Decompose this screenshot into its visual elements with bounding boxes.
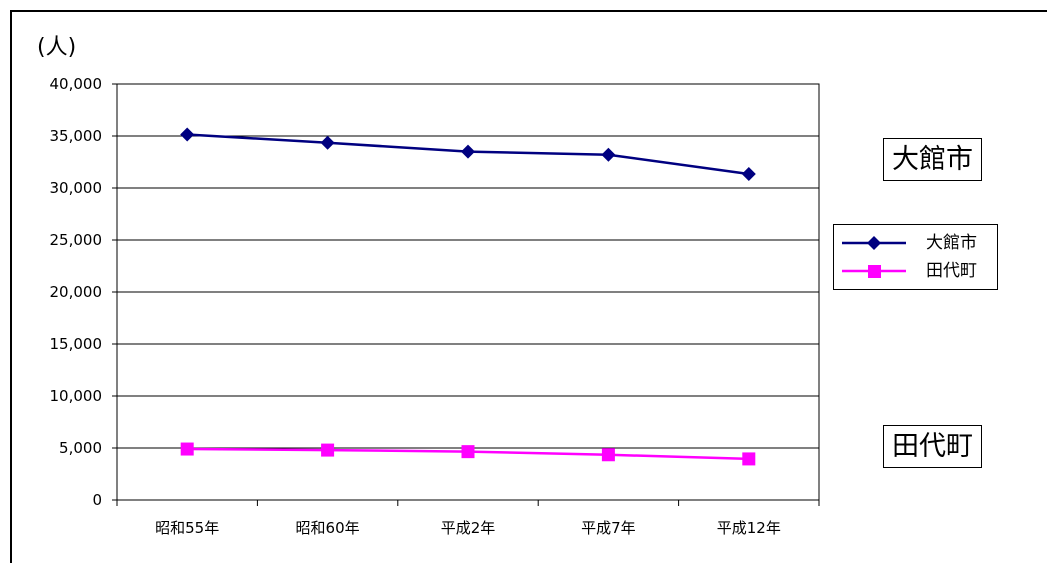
data-point [461, 144, 475, 159]
y-tick-label: 40,000 [50, 75, 103, 93]
data-point [742, 452, 756, 466]
diamond-marker-icon [842, 236, 906, 250]
y-tick-label: 15,000 [50, 335, 103, 353]
legend-item-odate: 大館市 [834, 231, 997, 255]
data-point [320, 135, 335, 150]
x-tick-label: 昭和60年 [296, 519, 360, 537]
data-point [461, 445, 475, 459]
y-tick-label: 30,000 [50, 179, 103, 197]
legend: 大館市 田代町 [833, 224, 998, 290]
y-tick-label: 5,000 [59, 439, 102, 457]
data-point [321, 443, 335, 457]
chart-frame [10, 10, 1047, 563]
data-point [180, 442, 194, 456]
y-tick-label: 10,000 [50, 387, 103, 405]
square-marker-icon [842, 265, 906, 278]
legend-label-odate: 大館市 [926, 233, 977, 253]
x-tick-label: 平成7年 [581, 519, 636, 537]
legend-item-tashiro: 田代町 [834, 259, 997, 283]
x-tick-label: 昭和55年 [155, 519, 219, 537]
data-point [741, 166, 756, 181]
y-unit-label: (人) [37, 35, 76, 60]
annotation-tashiro: 田代町 [883, 425, 982, 468]
y-tick-label: 25,000 [50, 231, 103, 249]
data-point [180, 127, 195, 142]
y-tick-label: 0 [92, 491, 102, 509]
x-tick-label: 平成2年 [441, 519, 496, 537]
y-tick-label: 35,000 [50, 127, 103, 145]
x-tick-label: 平成12年 [717, 519, 781, 537]
annotation-odate: 大館市 [883, 138, 982, 181]
data-point [601, 147, 616, 162]
data-point [601, 448, 615, 462]
y-tick-label: 20,000 [50, 283, 103, 301]
legend-label-tashiro: 田代町 [926, 261, 977, 281]
